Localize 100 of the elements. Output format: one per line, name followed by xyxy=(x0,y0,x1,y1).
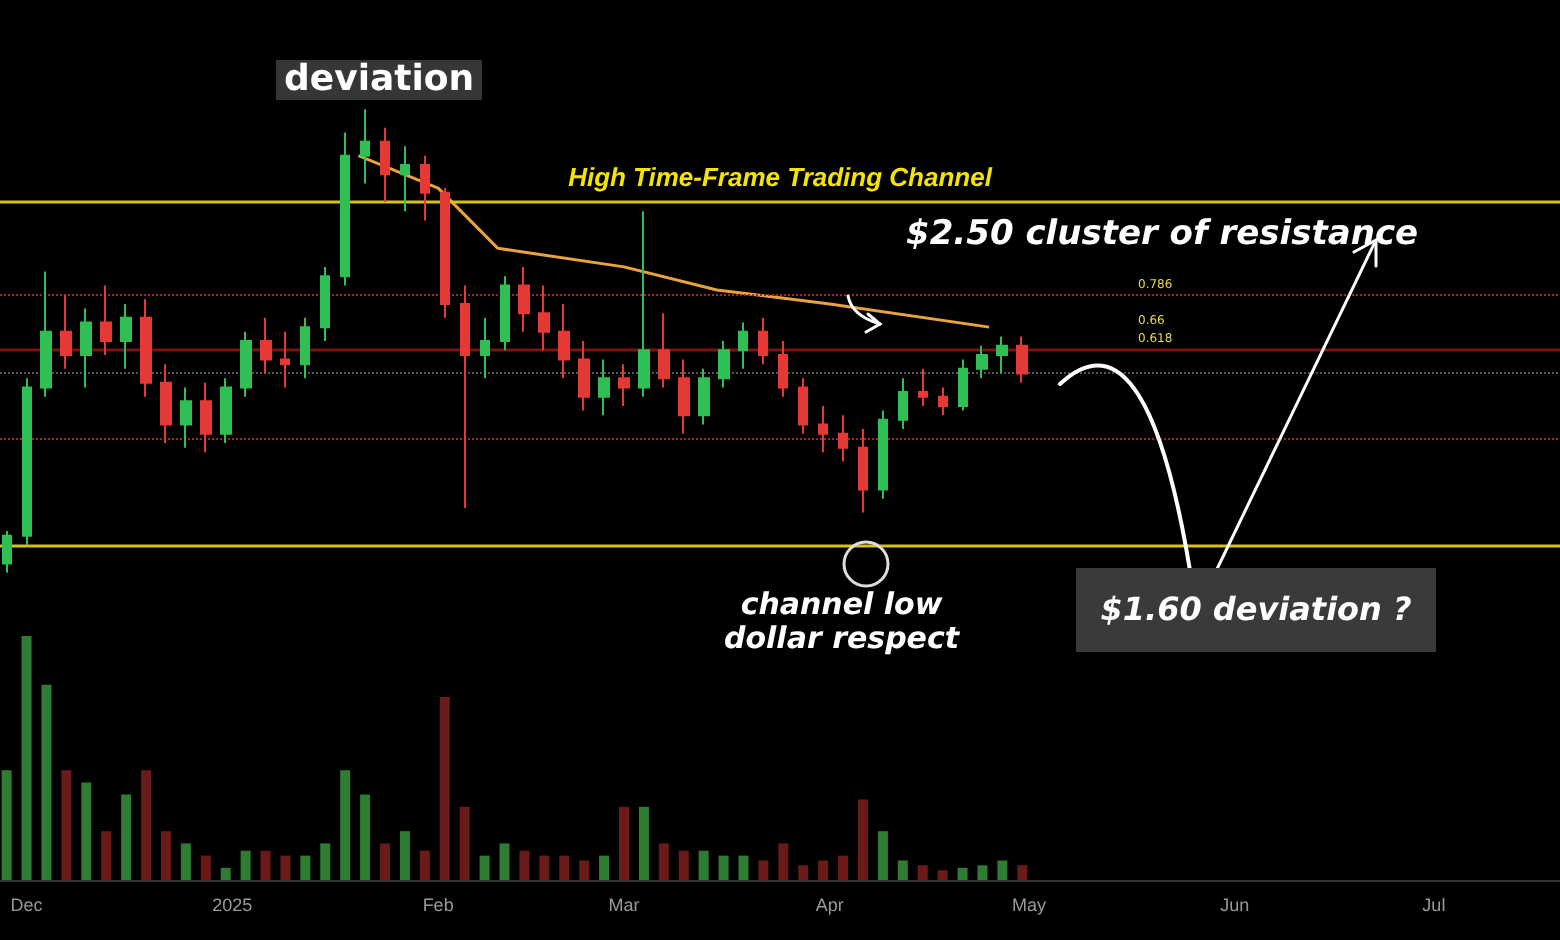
candlestick xyxy=(120,302,132,370)
candlestick xyxy=(420,154,430,222)
bar xyxy=(738,855,749,880)
bar xyxy=(220,867,231,880)
bar xyxy=(459,806,470,880)
bar xyxy=(977,865,988,880)
bar xyxy=(678,850,689,880)
candlestick xyxy=(1016,335,1028,384)
bar xyxy=(160,831,171,880)
annotation: $2.50 cluster of resistance xyxy=(906,214,1419,254)
candlestick xyxy=(858,428,868,514)
candlestick xyxy=(658,312,670,389)
candlestick xyxy=(220,377,232,445)
candlestick xyxy=(60,293,72,370)
candlestick xyxy=(200,381,212,454)
bar xyxy=(897,860,908,880)
candlestick xyxy=(180,386,192,449)
candlestick xyxy=(938,386,948,417)
candlestick xyxy=(100,284,112,356)
bar xyxy=(380,843,391,880)
candlestick xyxy=(678,358,690,435)
ref-line-label: High Time-Frame Trading Channel xyxy=(568,161,993,192)
text: $1.60 deviation ? xyxy=(1076,568,1436,652)
bar xyxy=(917,865,928,880)
candlestick xyxy=(818,404,828,454)
bar xyxy=(957,867,968,880)
candlestick xyxy=(340,131,350,287)
bar xyxy=(539,855,550,880)
candlestick xyxy=(160,363,172,445)
candlestick xyxy=(996,335,1008,375)
bar xyxy=(638,806,649,880)
bar xyxy=(857,799,868,880)
bar xyxy=(121,794,132,880)
candlestick xyxy=(898,377,908,431)
candlestick xyxy=(578,340,590,412)
bar xyxy=(499,843,510,880)
candlestick xyxy=(618,363,630,407)
bar xyxy=(360,794,371,880)
x-tick-label: May xyxy=(1011,895,1047,915)
x-tick-label: 2025 xyxy=(212,895,253,915)
candlestick xyxy=(480,316,490,380)
bar xyxy=(877,831,888,880)
bar xyxy=(599,855,610,880)
candlestick xyxy=(838,414,848,463)
candlestick xyxy=(638,210,650,398)
bar xyxy=(399,831,410,880)
bar xyxy=(180,843,191,880)
bar xyxy=(1017,865,1028,880)
candlestick xyxy=(558,302,570,380)
candlestick xyxy=(80,307,92,389)
candlestick xyxy=(380,126,390,203)
candlestick xyxy=(140,298,152,398)
candlestick xyxy=(518,265,530,333)
candlestick xyxy=(440,187,450,319)
bar xyxy=(439,697,450,880)
bar xyxy=(320,843,331,880)
candlestick xyxy=(698,367,710,426)
candlestick xyxy=(40,270,52,398)
bar xyxy=(698,850,709,880)
candlestick xyxy=(240,330,252,398)
bar xyxy=(101,831,112,880)
candlestick xyxy=(400,145,410,213)
candlestick xyxy=(598,358,610,417)
candlestick xyxy=(798,377,808,435)
bar xyxy=(419,850,430,880)
bar xyxy=(41,684,52,880)
bar xyxy=(937,870,948,880)
bar xyxy=(579,860,590,880)
candlestick xyxy=(500,275,510,352)
candlestick xyxy=(758,316,768,366)
bar xyxy=(758,860,769,880)
x-tick-label: Apr xyxy=(815,895,844,915)
bar xyxy=(280,855,291,880)
bar xyxy=(300,855,311,880)
bar xyxy=(479,855,490,880)
candlestick xyxy=(460,284,470,509)
x-tick-label: Dec xyxy=(10,895,44,915)
bar xyxy=(260,850,271,880)
candlestick xyxy=(738,321,748,370)
bar xyxy=(519,850,530,880)
candlestick xyxy=(22,377,32,547)
bar xyxy=(838,855,849,880)
annotation: channel low dollar respect xyxy=(724,586,960,655)
bar xyxy=(141,770,152,880)
text: deviation xyxy=(276,58,483,100)
bar xyxy=(340,770,351,880)
candlestick xyxy=(260,316,272,375)
candlestick xyxy=(976,344,988,380)
candlestick xyxy=(718,340,730,389)
candlestick xyxy=(538,284,550,352)
bar xyxy=(61,770,72,880)
bar xyxy=(778,843,789,880)
candlestick xyxy=(778,340,788,398)
bar xyxy=(81,782,92,880)
candlestick xyxy=(360,108,370,185)
candlestick xyxy=(320,265,330,343)
x-tick-label: Jul xyxy=(1422,895,1446,915)
x-tick-label: Feb xyxy=(422,895,454,915)
bar xyxy=(21,636,32,880)
x-tick-label: Mar xyxy=(608,895,640,915)
